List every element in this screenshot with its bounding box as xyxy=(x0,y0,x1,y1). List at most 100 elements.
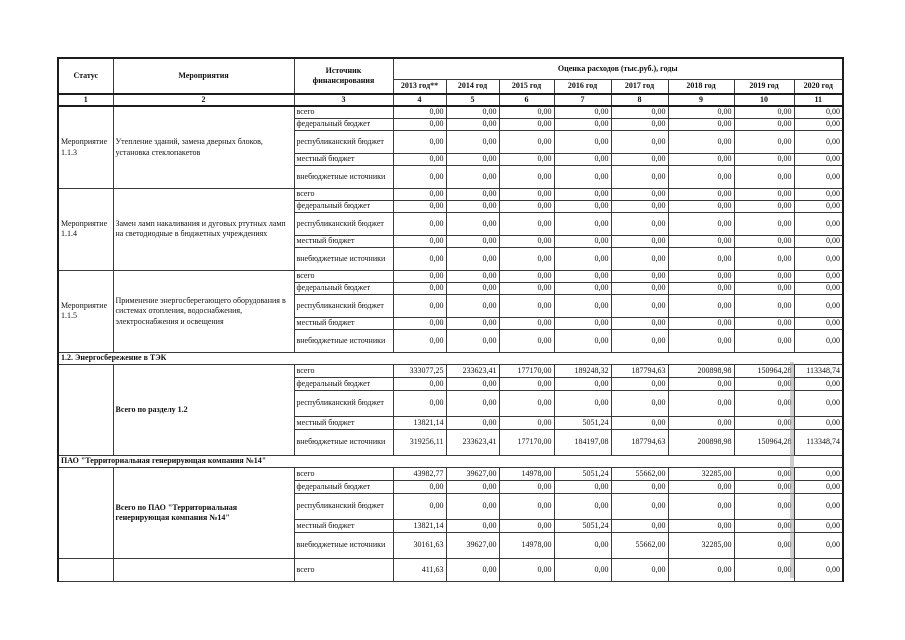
table-row: республиканский бюджет 0,00 0,00 0,00 0,00 0,… xyxy=(58,211,844,236)
header-row-column-numbers: 1 2 3 4 5 6 7 8 9 10 11 xyxy=(57,92,844,108)
funding-source-cell: всего xyxy=(293,269,394,283)
value-cell: 0,00 xyxy=(793,531,844,559)
table-row: местный бюджет 13821,14 0,00 0,00 5051,24 0,0… xyxy=(58,518,844,533)
value-cell: 0,00 xyxy=(553,211,612,236)
value-cell: 0,00 xyxy=(445,518,500,533)
value-cell: 0,00 xyxy=(667,199,735,213)
value-cell: 0,00 xyxy=(610,328,669,353)
value-cell: 32285,00 xyxy=(667,466,735,481)
value-cell: 0,00 xyxy=(392,376,447,391)
value-cell: 0,00 xyxy=(667,518,735,533)
table-row: федеральный бюджет 0,00 0,00 0,00 0,00 0,00 0,… xyxy=(58,199,844,213)
value-cell: 411,63 xyxy=(392,557,447,582)
funding-source-cell: федеральный бюджет xyxy=(293,376,394,391)
value-cell: 55662,00 xyxy=(610,466,669,481)
value-cell: 0,00 xyxy=(667,187,735,201)
value-cell: 0,00 xyxy=(445,199,500,213)
value-cell: 177170,00 xyxy=(498,428,555,456)
value-cell: 5051,24 xyxy=(553,415,612,430)
value-cell: 0,00 xyxy=(445,281,500,295)
value-cell: 0,00 xyxy=(610,316,669,330)
value-cell: 0,00 xyxy=(610,518,669,533)
funding-source-cell: федеральный бюджет xyxy=(293,117,394,131)
value-cell: 55662,00 xyxy=(610,531,669,559)
value-cell: 0,00 xyxy=(553,389,612,417)
value-cell: 0,00 xyxy=(667,164,735,189)
table-row: местный бюджет 0,00 0,00 0,00 0,00 0,00 0,00 0,… xyxy=(58,316,844,330)
value-cell: 0,00 xyxy=(392,234,447,248)
table-row: Всего по разделу 1.2 всего 333077,25 233623… xyxy=(57,363,844,456)
value-cell: 0,00 xyxy=(667,316,735,330)
activity-cell: Замен ламп накаливания и дуговых ртутных… xyxy=(112,187,295,271)
value-cell: 233623,41 xyxy=(445,363,500,378)
value-cell: 0,00 xyxy=(553,293,612,318)
value-cell: 0,00 xyxy=(610,105,669,119)
value-cell: 0,00 xyxy=(498,518,555,533)
value-cell: 0,00 xyxy=(793,281,844,295)
value-cell: 0,00 xyxy=(498,376,555,391)
value-cell: 0,00 xyxy=(793,376,844,391)
value-cell: 30161,63 xyxy=(392,531,447,559)
value-cell: 0,00 xyxy=(610,293,669,318)
value-cell: 0,00 xyxy=(733,164,795,189)
value-cell: 0,00 xyxy=(793,518,844,533)
value-cell: 39627,00 xyxy=(445,466,500,481)
value-cell: 0,00 xyxy=(667,269,735,283)
value-cell: 0,00 xyxy=(667,328,735,353)
expenses-table: Статус Мероприятия Источник финансирован… xyxy=(57,57,845,582)
value-cell: 0,00 xyxy=(392,117,447,131)
value-cell: 0,00 xyxy=(498,293,555,318)
value-cell: 0,00 xyxy=(498,246,555,271)
value-cell: 0,00 xyxy=(733,316,795,330)
value-cell: 14978,00 xyxy=(498,466,555,481)
value-cell: 0,00 xyxy=(392,187,447,201)
value-cell: 0,00 xyxy=(392,281,447,295)
value-cell: 0,00 xyxy=(793,164,844,189)
status-cell xyxy=(57,466,114,559)
table-row: республиканский бюджет 0,00 0,00 0,00 0,00 0,… xyxy=(58,389,844,417)
value-cell: 0,00 xyxy=(553,187,612,201)
year-header: 2014 год xyxy=(445,78,500,95)
value-cell: 0,00 xyxy=(498,211,555,236)
value-cell: 0,00 xyxy=(610,492,669,520)
table-row: Мероприятие 1.1.4 Замен ламп накаливания … xyxy=(57,187,844,271)
value-cell: 184197,08 xyxy=(553,428,612,456)
column-number: 6 xyxy=(498,92,555,108)
value-cell: 0,00 xyxy=(392,293,447,318)
value-cell: 13821,14 xyxy=(392,415,447,430)
funding-source-cell: местный бюджет xyxy=(293,234,394,248)
value-cell: 0,00 xyxy=(610,557,669,582)
value-cell: 0,00 xyxy=(667,479,735,494)
value-cell: 0,00 xyxy=(445,415,500,430)
value-cell: 0,00 xyxy=(553,246,612,271)
value-cell: 0,00 xyxy=(733,557,795,582)
status-cell xyxy=(57,557,114,582)
value-cell: 0,00 xyxy=(445,246,500,271)
value-cell: 0,00 xyxy=(667,557,735,582)
value-cell: 0,00 xyxy=(793,466,844,481)
value-cell: 0,00 xyxy=(733,117,795,131)
value-cell: 0,00 xyxy=(733,479,795,494)
value-cell: 0,00 xyxy=(667,415,735,430)
table-row: внебюджетные источники 0,00 0,00 0,00 0,00 0,… xyxy=(58,246,844,271)
value-cell: 0,00 xyxy=(498,557,555,582)
value-cell: 0,00 xyxy=(553,479,612,494)
column-number: 4 xyxy=(392,92,447,108)
funding-source-cell: местный бюджет xyxy=(293,415,394,430)
funding-source-cell: внебюджетные источники xyxy=(293,328,394,353)
value-cell: 0,00 xyxy=(445,389,500,417)
column-number: 8 xyxy=(610,92,669,108)
value-cell: 0,00 xyxy=(553,129,612,154)
table-row: федеральный бюджет 0,00 0,00 0,00 0,00 0,00 0,… xyxy=(58,479,844,494)
value-cell: 0,00 xyxy=(610,281,669,295)
value-cell: 0,00 xyxy=(553,557,612,582)
value-cell: 0,00 xyxy=(793,129,844,154)
activity-cell: Применение энергосберегающего оборудован… xyxy=(112,269,295,353)
value-cell: 0,00 xyxy=(445,269,500,283)
table-row: республиканский бюджет 0,00 0,00 0,00 0,00 0,… xyxy=(58,492,844,520)
value-cell: 0,00 xyxy=(392,316,447,330)
value-cell: 200898,98 xyxy=(667,363,735,378)
value-cell: 0,00 xyxy=(553,117,612,131)
funding-source-cell: федеральный бюджет xyxy=(293,199,394,213)
value-cell: 0,00 xyxy=(733,152,795,166)
